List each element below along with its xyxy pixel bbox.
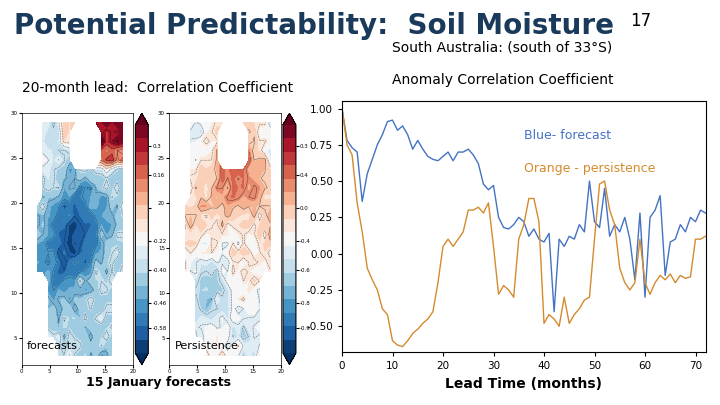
Text: South Australia: (south of 33°S): South Australia: (south of 33°S) <box>392 40 613 55</box>
X-axis label: Lead Time (months): Lead Time (months) <box>445 377 603 391</box>
Text: Persistence: Persistence <box>175 341 238 351</box>
Text: Potential Predictability:  Soil Moisture: Potential Predictability: Soil Moisture <box>14 12 614 40</box>
PathPatch shape <box>283 113 296 125</box>
Text: 20-month lead:  Correlation Coefficient: 20-month lead: Correlation Coefficient <box>22 81 293 95</box>
Text: Anomaly Correlation Coefficient: Anomaly Correlation Coefficient <box>392 73 614 87</box>
Text: forecasts: forecasts <box>27 341 78 351</box>
PathPatch shape <box>135 353 148 365</box>
Text: 17: 17 <box>630 12 651 30</box>
Text: 15 January forecasts: 15 January forecasts <box>86 376 231 389</box>
Text: Blue- forecast: Blue- forecast <box>523 129 611 142</box>
Text: Orange - persistence: Orange - persistence <box>523 162 655 175</box>
PathPatch shape <box>283 353 296 365</box>
PathPatch shape <box>135 113 148 125</box>
